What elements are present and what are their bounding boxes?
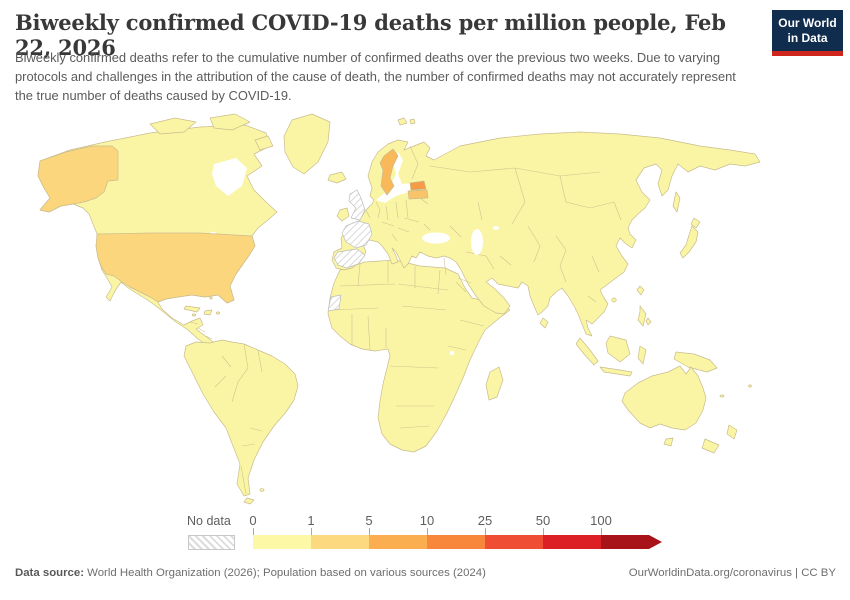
island-tasmania[interactable] (663, 437, 674, 447)
baltic-sea (376, 152, 412, 203)
country-australia[interactable] (621, 365, 707, 431)
country-new-zealand[interactable] (701, 424, 738, 454)
country-united-kingdom[interactable] (348, 189, 366, 221)
island-fiji[interactable] (748, 384, 752, 388)
legend-bin-4[interactable] (485, 535, 543, 549)
legend-tick-mark (253, 528, 254, 535)
legend-tick-label: 5 (365, 513, 373, 528)
country-latvia[interactable] (407, 189, 429, 200)
owid-logo[interactable]: Our World in Data (772, 10, 843, 56)
island-new-guinea[interactable] (673, 351, 718, 373)
legend-color-bar[interactable]: 0 1 5 10 25 50 100 (249, 513, 662, 549)
lake-victoria (449, 350, 455, 356)
owid-logo-line2: in Data (787, 31, 828, 45)
island-sakhalin[interactable] (672, 191, 681, 213)
legend-tick-mark (601, 528, 602, 535)
island-falkland[interactable] (259, 488, 265, 492)
legend-tick-mark (543, 528, 544, 535)
country-ireland[interactable] (336, 207, 350, 222)
country-philippines[interactable] (637, 305, 652, 327)
country-taiwan[interactable] (636, 285, 645, 296)
legend-bin-2[interactable] (369, 535, 427, 549)
legend-bin-3[interactable] (427, 535, 485, 549)
world-map[interactable] (0, 106, 850, 506)
island-cuba[interactable] (183, 305, 201, 313)
footer-separator: | (791, 567, 802, 579)
legend-tick-label: 10 (419, 513, 435, 528)
island-java[interactable] (599, 366, 633, 377)
page-title: Biweekly confirmed COVID-19 deaths per m… (15, 10, 726, 60)
legend-tick-label: 25 (477, 513, 493, 528)
footer-url[interactable]: OurWorldinData.org/coronavirus (628, 567, 792, 579)
country-france[interactable] (341, 220, 373, 249)
legend-tick-mark (369, 528, 370, 535)
legend-bin-6[interactable] (601, 535, 662, 549)
country-borders (189, 145, 622, 495)
black-sea (422, 232, 450, 244)
legend-bin-1[interactable] (311, 535, 369, 549)
aral-sea (493, 226, 499, 230)
country-spain[interactable] (333, 248, 366, 269)
island-sulawesi[interactable] (637, 345, 647, 365)
country-united-states[interactable] (95, 232, 256, 304)
caspian-sea (471, 229, 483, 255)
legend-bin-0[interactable] (253, 535, 311, 549)
legend-tick-mark (311, 528, 312, 535)
legend-bin-5[interactable] (543, 535, 601, 549)
legend-tick-label: 0 (249, 513, 257, 528)
landmass-south-america[interactable] (183, 339, 299, 497)
country-sweden[interactable] (379, 148, 399, 196)
legend-no-data-swatch[interactable] (188, 535, 235, 550)
island-hispaniola[interactable] (203, 309, 213, 316)
island-madagascar[interactable] (485, 366, 504, 401)
country-united-states-alaska[interactable] (37, 145, 119, 213)
legend-no-data-label: No data (187, 514, 231, 528)
country-estonia[interactable] (409, 180, 427, 191)
legend-tick-label: 50 (535, 513, 551, 528)
island-jamaica[interactable] (192, 313, 196, 317)
data-source: Data source: World Health Organization (… (15, 567, 486, 579)
island-sumatra[interactable] (575, 337, 599, 366)
owid-logo-line1: Our World (778, 16, 837, 30)
chart-subtitle: Biweekly confirmed deaths refer to the c… (15, 50, 736, 104)
hudson-bay (212, 158, 247, 196)
legend-tick-mark (485, 528, 486, 535)
landmass-eurasia[interactable] (331, 131, 761, 337)
country-japan[interactable] (679, 217, 701, 259)
data-source-text: World Health Organization (2026); Popula… (84, 567, 486, 579)
footer-attribution: OurWorldinData.org/coronavirus | CC BY (629, 567, 836, 579)
island-new-caledonia[interactable] (719, 394, 725, 398)
legend-tick-mark (427, 528, 428, 535)
country-western-sahara[interactable] (327, 294, 342, 312)
country-sri-lanka[interactable] (539, 317, 549, 329)
footer-license: CC BY (801, 567, 836, 579)
island-hainan[interactable] (611, 297, 617, 303)
legend-tick-label: 1 (307, 513, 315, 528)
data-source-label: Data source: (15, 567, 85, 579)
landmass-arctic-islands[interactable] (149, 113, 274, 151)
country-greenland[interactable] (283, 113, 331, 175)
country-iceland[interactable] (327, 171, 347, 184)
island-puerto-rico[interactable] (216, 311, 220, 315)
island-bahamas[interactable] (209, 296, 213, 300)
island-svalbard[interactable] (397, 117, 416, 126)
island-borneo[interactable] (605, 335, 631, 363)
island-tierra-del-fuego[interactable] (243, 497, 255, 505)
legend-tick-label: 100 (590, 513, 612, 528)
